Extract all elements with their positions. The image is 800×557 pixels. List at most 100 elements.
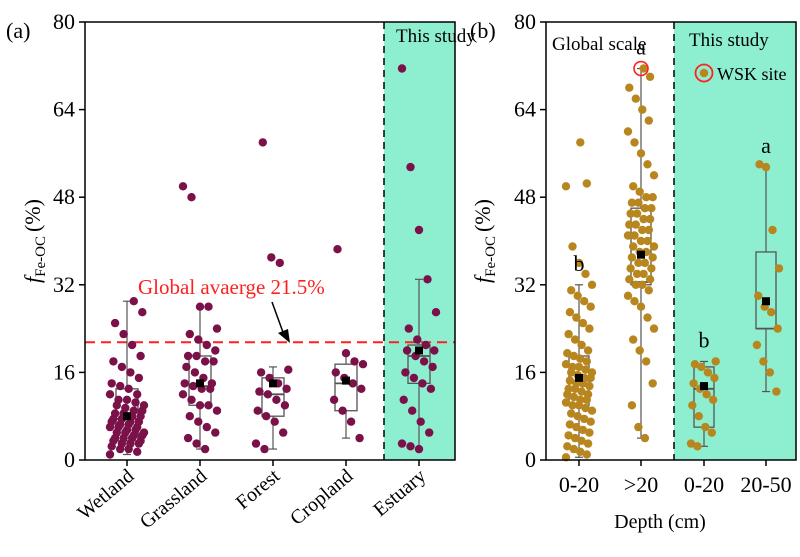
data-point bbox=[357, 384, 366, 393]
data-point bbox=[397, 64, 407, 73]
data-point bbox=[139, 401, 149, 410]
data-point bbox=[200, 444, 210, 454]
data-point bbox=[582, 357, 591, 366]
wsk-legend-dot bbox=[699, 68, 709, 78]
data-point bbox=[772, 387, 781, 396]
data-point bbox=[570, 335, 580, 344]
panel-b-label: (b) bbox=[470, 18, 496, 43]
data-point bbox=[688, 401, 697, 410]
this-study-label-a: This study bbox=[396, 26, 476, 47]
data-point bbox=[634, 258, 643, 268]
data-point bbox=[582, 450, 591, 459]
data-point bbox=[564, 329, 573, 339]
data-point bbox=[767, 308, 776, 317]
y-tick-label: 80 bbox=[53, 9, 75, 34]
data-point bbox=[629, 335, 638, 344]
x-tick-label: Estuary bbox=[369, 465, 430, 521]
data-point bbox=[583, 390, 593, 399]
data-point bbox=[406, 442, 415, 451]
data-point bbox=[195, 401, 205, 410]
data-point bbox=[110, 409, 120, 418]
data-point bbox=[358, 360, 368, 369]
data-point bbox=[139, 428, 149, 437]
x-tick-label: >20 bbox=[624, 472, 658, 497]
panel-a-ylabel: fFe-OC (%) bbox=[20, 199, 49, 283]
data-point bbox=[625, 275, 634, 284]
data-point bbox=[639, 269, 648, 279]
data-point bbox=[284, 365, 293, 374]
data-point bbox=[114, 395, 123, 404]
data-point bbox=[629, 242, 638, 251]
data-point bbox=[211, 346, 220, 355]
y-tick-label: 0 bbox=[525, 447, 536, 472]
data-point bbox=[568, 242, 577, 251]
data-point bbox=[581, 365, 590, 374]
data-point bbox=[402, 346, 412, 355]
data-point bbox=[406, 162, 415, 172]
wsk-site-ring bbox=[633, 60, 649, 77]
data-point bbox=[568, 401, 577, 410]
data-point bbox=[272, 395, 281, 404]
data-point bbox=[212, 406, 222, 415]
significance-letter: b bbox=[699, 327, 710, 352]
data-point bbox=[634, 422, 643, 432]
data-point bbox=[563, 349, 572, 358]
data-point bbox=[255, 387, 264, 396]
data-point bbox=[623, 127, 633, 136]
data-point bbox=[109, 357, 118, 366]
mean-marker bbox=[342, 376, 350, 385]
data-point bbox=[567, 286, 576, 295]
data-point bbox=[409, 373, 419, 383]
data-point bbox=[587, 280, 597, 289]
global-average-arrow bbox=[271, 301, 285, 336]
data-point bbox=[282, 384, 291, 393]
data-point bbox=[576, 354, 585, 363]
data-point bbox=[702, 390, 711, 399]
data-point bbox=[585, 381, 594, 391]
data-point bbox=[638, 225, 647, 235]
data-point bbox=[267, 253, 276, 262]
x-tick-label: Grassland bbox=[136, 465, 211, 533]
data-point bbox=[136, 351, 145, 361]
panel-b-xlabel: Depth (cm) bbox=[614, 511, 706, 533]
data-point bbox=[629, 182, 638, 191]
data-point bbox=[430, 346, 439, 355]
data-point bbox=[759, 357, 768, 366]
data-point bbox=[649, 324, 659, 333]
data-point bbox=[105, 390, 115, 399]
data-point bbox=[413, 335, 422, 344]
x-tick-label: Cropland bbox=[286, 465, 357, 530]
data-point bbox=[636, 149, 646, 158]
data-point bbox=[636, 302, 646, 311]
data-point bbox=[107, 379, 116, 388]
data-point bbox=[632, 209, 642, 218]
y-tick-label: 64 bbox=[53, 97, 75, 122]
data-point bbox=[755, 160, 764, 169]
data-point bbox=[122, 395, 132, 404]
data-point bbox=[649, 171, 659, 180]
data-point bbox=[569, 444, 578, 454]
data-point bbox=[419, 357, 429, 366]
data-point bbox=[567, 409, 576, 418]
data-point bbox=[348, 379, 357, 388]
data-point bbox=[625, 220, 634, 229]
data-point bbox=[576, 395, 585, 404]
data-point bbox=[640, 204, 650, 213]
global-scale-label: Global scale bbox=[552, 34, 646, 55]
data-point bbox=[644, 286, 653, 295]
data-point bbox=[585, 324, 594, 333]
data-point bbox=[754, 291, 763, 300]
data-point bbox=[583, 439, 593, 448]
data-point bbox=[580, 414, 589, 424]
panel-b-marks: b a b a bbox=[561, 35, 784, 462]
data-point bbox=[774, 264, 784, 273]
data-point bbox=[761, 162, 771, 172]
this-study-label-b: This study bbox=[689, 30, 769, 51]
data-point bbox=[631, 280, 640, 289]
mean-marker bbox=[700, 382, 708, 391]
data-point bbox=[127, 340, 137, 350]
data-point bbox=[645, 275, 655, 284]
panel-b-frame bbox=[545, 21, 797, 461]
panel-b-axes: 0 16 32 48 64 80 0-20 >20 0-20 20-50 bbox=[514, 9, 792, 497]
ylabel-unit-b: (%) bbox=[470, 199, 495, 232]
